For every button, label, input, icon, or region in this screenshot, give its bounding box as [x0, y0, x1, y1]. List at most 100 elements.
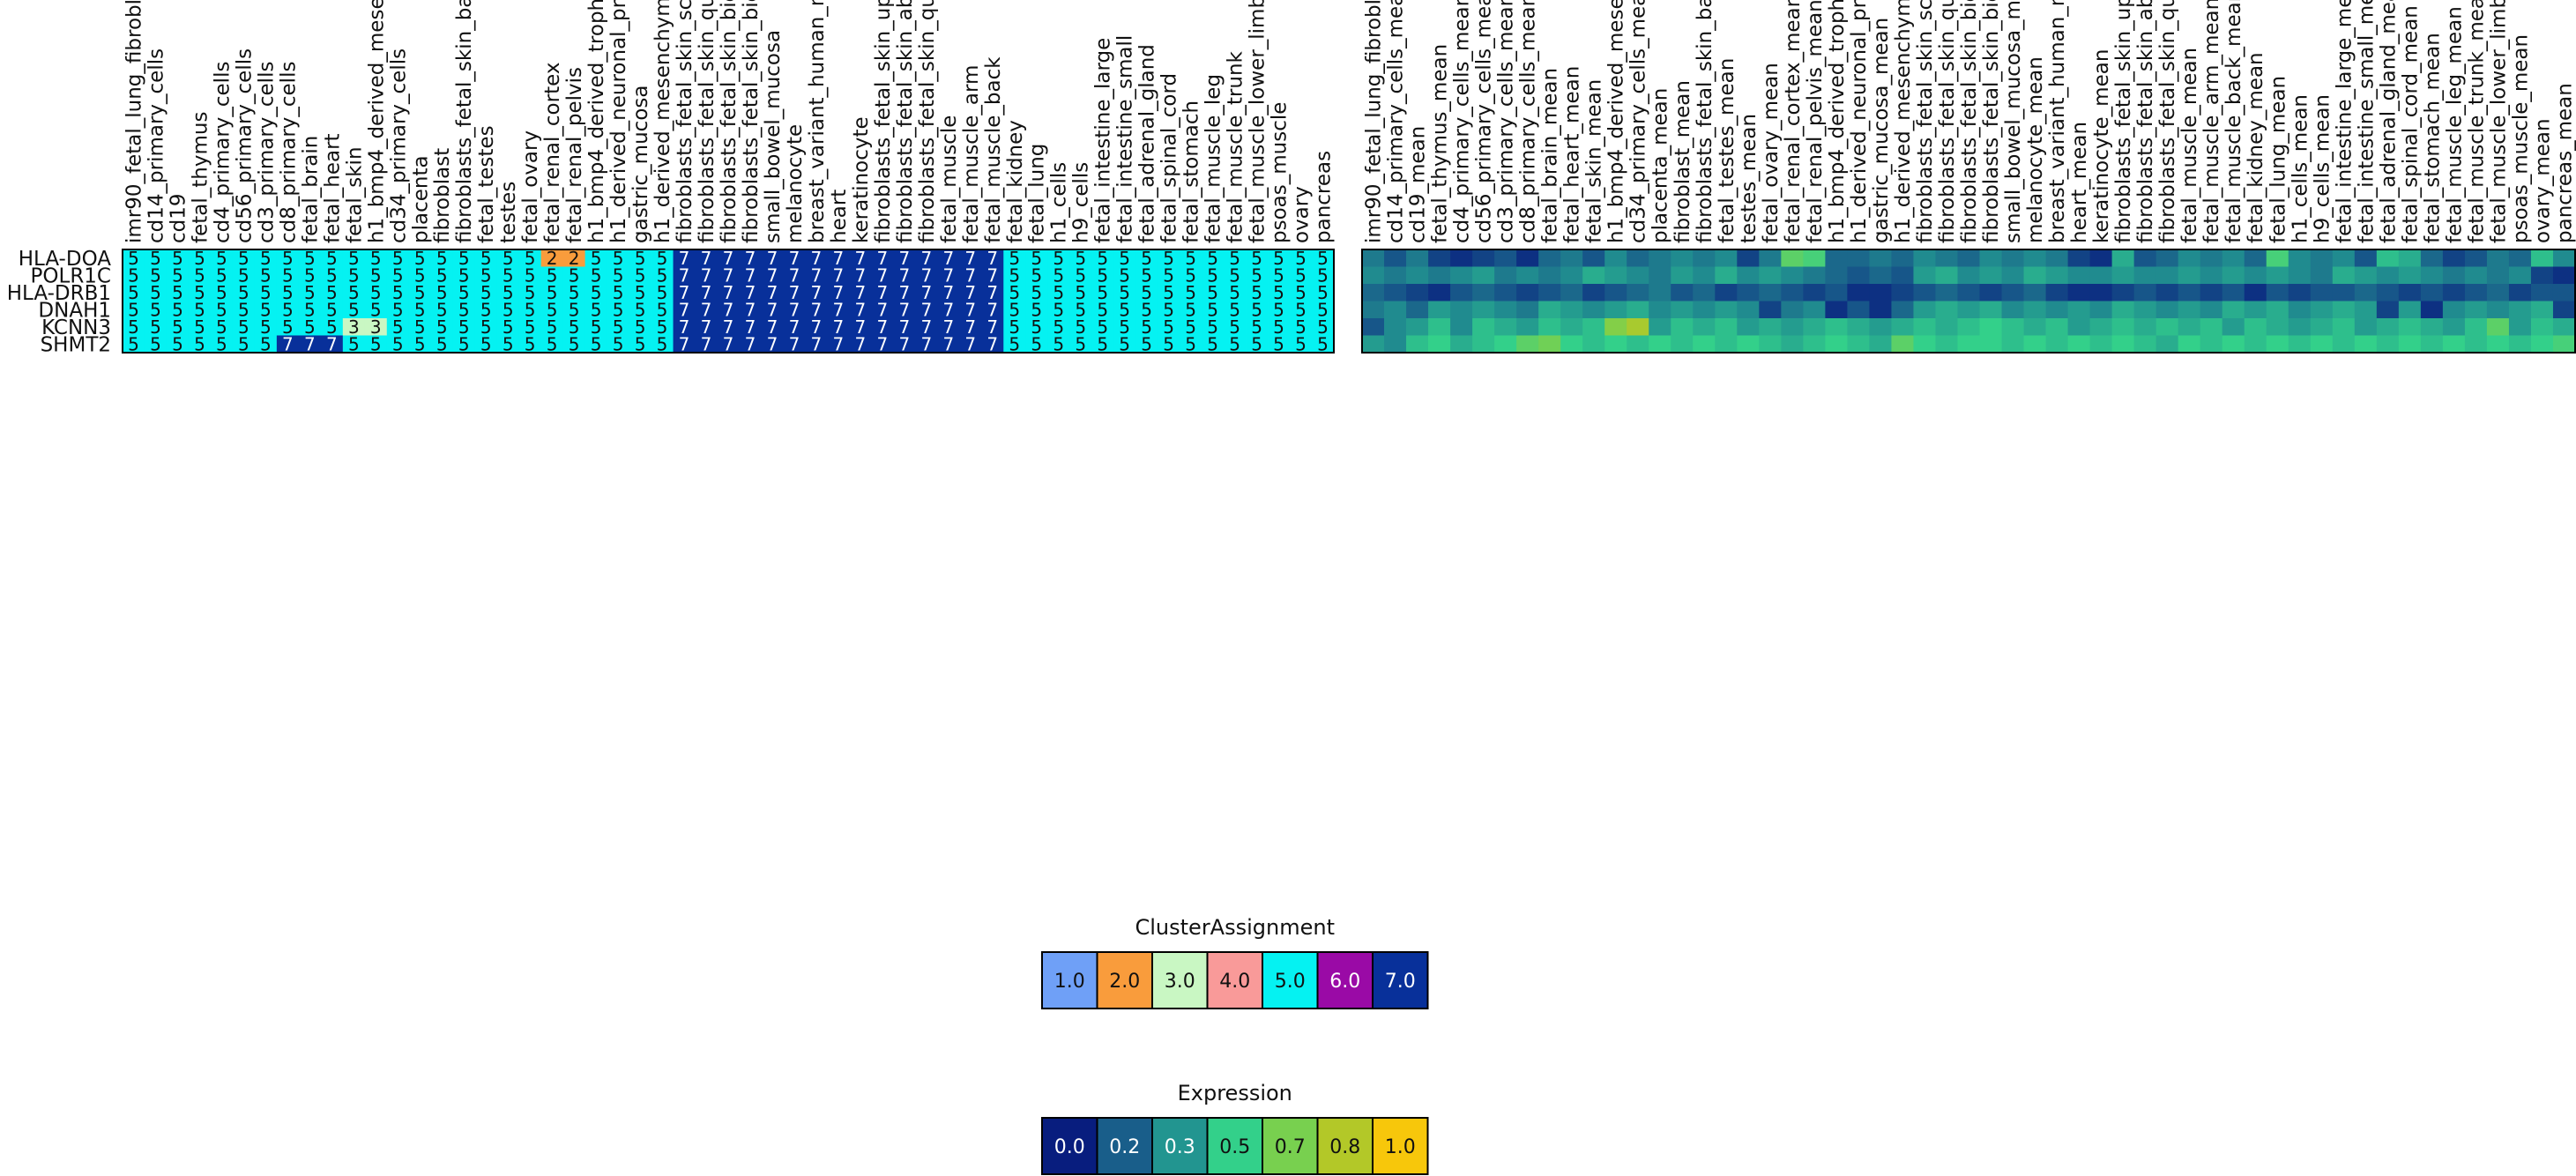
column-label: fetal_heart	[321, 133, 344, 243]
column-label: melanocyte	[784, 124, 807, 243]
cluster-cell	[166, 249, 190, 267]
cluster-cell-label: 7	[789, 299, 800, 320]
expression-cell	[1825, 335, 1848, 354]
cluster-cell	[1180, 301, 1202, 319]
legend-swatch	[1096, 951, 1153, 1009]
cluster-cell	[739, 284, 762, 301]
expression-cell	[1582, 301, 1605, 319]
column-label: fetal_stomach	[1180, 100, 1203, 243]
cluster-cell-label: 5	[216, 264, 227, 286]
cluster-cell-label: 5	[1031, 333, 1042, 354]
cluster-cell	[166, 301, 190, 319]
cluster-cell-label: 7	[898, 248, 910, 269]
expression-cell	[1825, 266, 1848, 285]
expression-cell	[1428, 301, 1451, 319]
expression-cell	[2508, 266, 2532, 285]
expression-cell	[1781, 335, 1804, 354]
cluster-cell	[188, 301, 212, 319]
expression-cell	[2266, 318, 2289, 336]
cluster-cell-label: 5	[128, 333, 139, 354]
cluster-cell-label: 7	[745, 248, 756, 269]
cluster-cell-label: 7	[723, 333, 734, 354]
column-label: fetal_muscle_back	[982, 56, 1005, 243]
cluster-cell	[959, 266, 982, 285]
cluster-cell	[1158, 335, 1180, 354]
cluster-cell	[981, 335, 1004, 354]
cluster-cell	[827, 266, 850, 285]
expression-cell	[1494, 266, 1517, 285]
cluster-cell-label: 7	[745, 299, 756, 320]
legend-swatch	[1206, 951, 1263, 1009]
expression-cell	[1582, 266, 1605, 285]
cluster-cell	[651, 249, 674, 267]
cluster-cell-label: 7	[811, 316, 823, 338]
expression-cell	[1935, 335, 1958, 354]
column-label: h1_bmp4_derived_mesendoderm_cultured_cel…	[365, 0, 388, 243]
cluster-cell	[717, 335, 740, 354]
cluster-cell-label: 5	[216, 333, 227, 354]
cluster-cell-label: 7	[920, 248, 932, 269]
cluster-cell-label: 5	[436, 333, 448, 354]
cluster-cell	[1158, 249, 1180, 267]
column-label: fetal_heart_mean	[1561, 66, 1584, 243]
expression-cell	[1538, 284, 1561, 301]
cluster-cell	[761, 318, 784, 336]
cluster-cell-label: 5	[1295, 333, 1307, 354]
legend-swatch-label: 4.0	[1219, 971, 1250, 993]
expression-cell	[2023, 301, 2046, 319]
expression-cell	[2354, 301, 2378, 319]
column-label: fetal_skin_mean	[1583, 79, 1606, 243]
expression-legend-title: Expression	[1178, 1081, 1292, 1105]
cluster-cell	[805, 301, 828, 319]
cluster-cell	[1069, 335, 1092, 354]
cluster-cell-label: 5	[1031, 316, 1042, 338]
expression-cell	[2332, 249, 2356, 267]
cluster-cell-label: 7	[789, 316, 800, 338]
gene-row-label: KCNN3	[41, 316, 111, 339]
cluster-cell-label: 7	[723, 264, 734, 286]
expression-cell	[2442, 335, 2466, 354]
expression-cell	[1384, 266, 1407, 285]
cluster-cell	[1268, 266, 1291, 285]
expression-cell	[2089, 318, 2113, 336]
expression-cell	[2178, 335, 2201, 354]
column-label: cd8_primary_cells	[277, 62, 300, 243]
cluster-cell-label: 3	[370, 316, 382, 338]
cluster-cell-label: 5	[547, 264, 558, 286]
cluster-cell	[1003, 266, 1026, 285]
cluster-cell	[1091, 249, 1114, 267]
legend-swatch	[1262, 951, 1319, 1009]
expression-cell	[2354, 249, 2378, 267]
cluster-cell-label: 7	[811, 299, 823, 320]
cluster-cell	[320, 318, 344, 336]
cluster-cell-label: 5	[1119, 299, 1130, 320]
cluster-cell-label: 5	[525, 316, 536, 338]
cluster-cell-label: 7	[789, 248, 800, 269]
cluster-cell	[783, 284, 806, 301]
cluster-cell-label: 5	[414, 282, 426, 303]
expression-cell	[1627, 284, 1649, 301]
cluster-cell-label: 5	[1097, 299, 1108, 320]
cluster-cell-label: 5	[1185, 299, 1196, 320]
cluster-cell-label: 7	[701, 333, 712, 354]
cluster-cell-label: 5	[282, 282, 294, 303]
cluster-cell	[496, 266, 520, 285]
cluster-cell	[1025, 318, 1048, 336]
cluster-cell	[210, 266, 234, 285]
expression-cell	[2398, 301, 2422, 319]
expression-cell	[2178, 301, 2201, 319]
expression-cell	[1737, 266, 1760, 285]
column-label: fibroblasts_fetal_skin_scalp_mean	[1914, 0, 1937, 243]
column-label: h9_cells_mean	[2311, 94, 2334, 243]
expression-cell	[1649, 284, 1671, 301]
expression-cell	[2155, 266, 2179, 285]
cluster-cell-label: 7	[942, 282, 954, 303]
expression-cell	[1759, 335, 1782, 354]
cluster-cell-label: 5	[238, 264, 249, 286]
expression-cell	[2376, 301, 2400, 319]
cluster-cell	[893, 284, 916, 301]
cluster-cell-label: 5	[1119, 248, 1130, 269]
cluster-cell-label: 5	[525, 333, 536, 354]
column-label: h1_derived_mesenchymal_stem_cells	[651, 0, 674, 243]
cluster-cell	[518, 249, 542, 267]
